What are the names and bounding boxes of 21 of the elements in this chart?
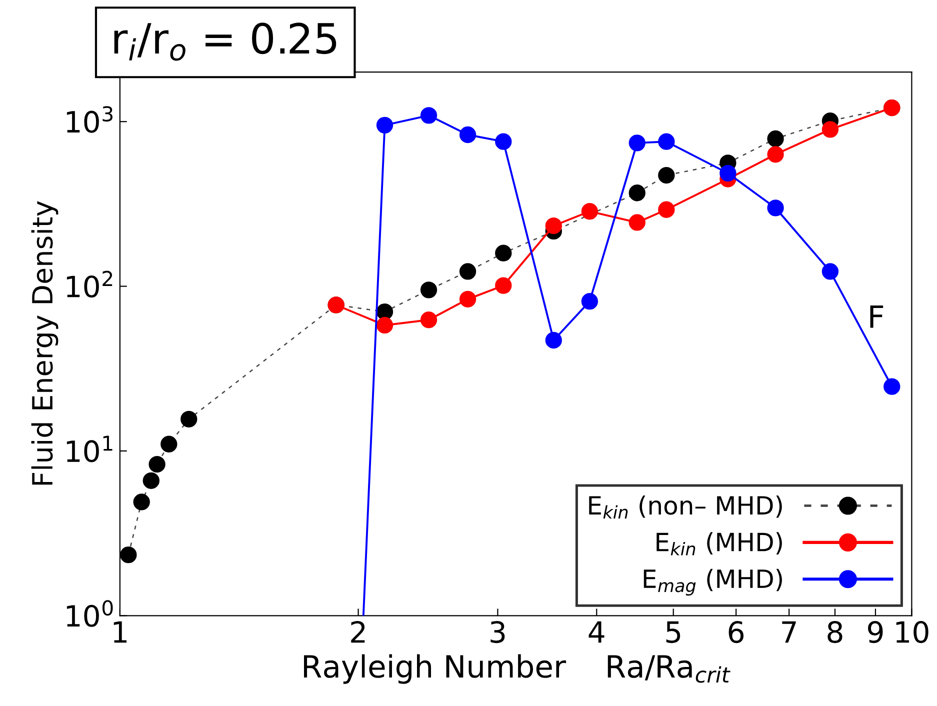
annotation: F (870, 306, 884, 328)
legend-label: E$_{mag}$ (MHD) (644, 568, 782, 596)
y-tick-label: 10$^{2}$ (66, 270, 112, 298)
legend-label: E$_{kin}$ (MHD) (656, 532, 782, 556)
chart-title: r$_{i}$/r$_{o}$ = 0.25 (114, 22, 336, 61)
y-tick-label: 10$^{3}$ (66, 106, 112, 133)
y-tick-label: 10$^{1}$ (66, 436, 112, 462)
x-tick-label: 3 (490, 621, 505, 644)
x-tick-label: 10 (896, 621, 928, 644)
y-tick-label: 10$^{0}$ (66, 600, 113, 627)
x-tick-label: 1 (114, 621, 127, 643)
x-tick-label: 5 (666, 621, 680, 644)
y-axis-title: Fluid Energy Density (31, 201, 58, 485)
legend-label: E$_{kin}$ (non– MHD) (589, 495, 782, 519)
x-axis-title: Rayleigh Number Ra/Ra$_{crit}$ (304, 654, 730, 684)
x-tick-label: 4 (588, 621, 604, 643)
x-tick-label: 6 (728, 621, 744, 644)
x-tick-label: 2 (351, 621, 365, 643)
x-tick-label: 8 (828, 621, 842, 644)
x-tick-label: 9 (868, 621, 883, 644)
x-tick-label: 7 (782, 621, 796, 643)
